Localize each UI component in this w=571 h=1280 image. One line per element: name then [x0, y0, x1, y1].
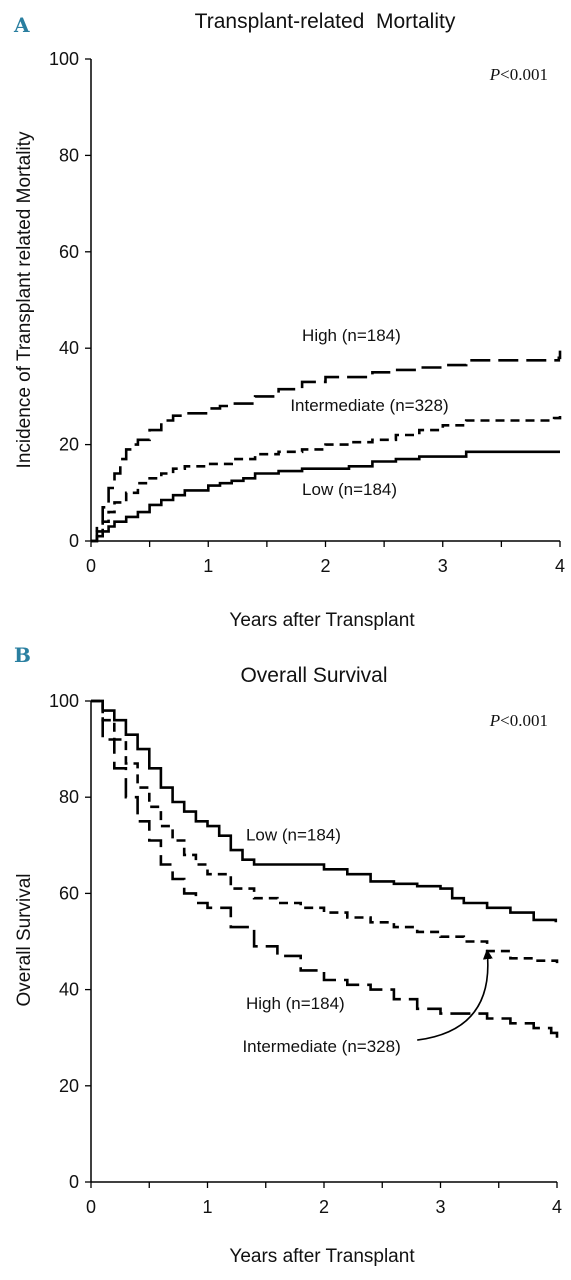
x-tick-label: 0 — [86, 1197, 96, 1217]
panel-a-transplant-related-mortality: A Transplant-related Mortality Years aft… — [13, 10, 565, 631]
y-tick-label: 40 — [59, 338, 79, 358]
y-axis-label: Overall Survival — [14, 873, 35, 1006]
y-axis-label: Incidence of Transplant related Mortalit… — [14, 131, 35, 468]
series-group — [91, 350, 562, 543]
annotation-arrow — [417, 949, 493, 1041]
y-tick-label: 80 — [59, 145, 79, 165]
series-line-high-n-184 — [91, 699, 559, 1038]
p-value-symbol: P — [489, 65, 500, 84]
p-value-text: <0.001 — [500, 711, 548, 730]
y-tick-label: 100 — [49, 49, 79, 69]
y-tick-label: 0 — [69, 1172, 79, 1192]
x-tick-label: 3 — [438, 556, 448, 576]
series-line-intermediate-n-328 — [91, 415, 562, 543]
panel-b-overall-survival: B Overall Survival Years after Transplan… — [14, 643, 562, 1267]
series-annotation-low-n-184: Low (n=184) — [302, 480, 397, 499]
x-tick-label: 4 — [555, 556, 565, 576]
p-value: P<0.001 — [489, 65, 548, 84]
y-tick-label: 100 — [49, 691, 79, 711]
x-axis-label: Years after Transplant — [229, 1246, 415, 1267]
x-tick-label: 1 — [202, 1197, 212, 1217]
series-group — [91, 699, 559, 1038]
x-tick-label: 2 — [319, 1197, 329, 1217]
y-tick-label: 60 — [59, 242, 79, 262]
y-tick-label: 40 — [59, 980, 79, 1000]
p-value-text: <0.001 — [500, 65, 548, 84]
x-tick-label: 1 — [203, 556, 213, 576]
series-annotation-low-n-184: Low (n=184) — [246, 825, 341, 844]
x-tick-label: 2 — [320, 556, 330, 576]
y-tick-label: 60 — [59, 883, 79, 903]
series-line-low-n-184 — [91, 450, 560, 543]
y-tick-label: 0 — [69, 531, 79, 551]
x-tick-label: 3 — [435, 1197, 445, 1217]
chart-title: Transplant-related Mortality — [195, 10, 456, 33]
annotations: Low (n=184) High (n=184) Intermediate (n=3… — [242, 825, 493, 1056]
x-axis-label: Years after Transplant — [229, 610, 415, 631]
panel-letter-a: A — [13, 13, 30, 37]
series-annotation-high-n-184: High (n=184) — [302, 326, 401, 345]
y-tick-label: 20 — [59, 435, 79, 455]
series-annotation-intermediate-n-328: Intermediate (n=328) — [290, 396, 448, 415]
annotations: High (n=184) Intermediate (n=328) Low (n=1… — [290, 326, 448, 499]
series-annotation-intermediate-n-328: Intermediate (n=328) — [242, 1037, 400, 1056]
p-value-symbol: P — [489, 711, 500, 730]
panel-letter-b: B — [14, 643, 31, 667]
x-tick-label: 0 — [86, 556, 96, 576]
p-value: P<0.001 — [489, 711, 548, 730]
chart-title: Overall Survival — [240, 664, 387, 687]
series-line-intermediate-n-328 — [91, 699, 559, 964]
series-line-high-n-184 — [91, 350, 562, 543]
series-annotation-high-n-184: High (n=184) — [246, 994, 345, 1013]
y-tick-label: 80 — [59, 787, 79, 807]
x-tick-label: 4 — [552, 1197, 562, 1217]
series-line-low-n-184 — [91, 699, 558, 923]
y-tick-label: 20 — [59, 1076, 79, 1096]
